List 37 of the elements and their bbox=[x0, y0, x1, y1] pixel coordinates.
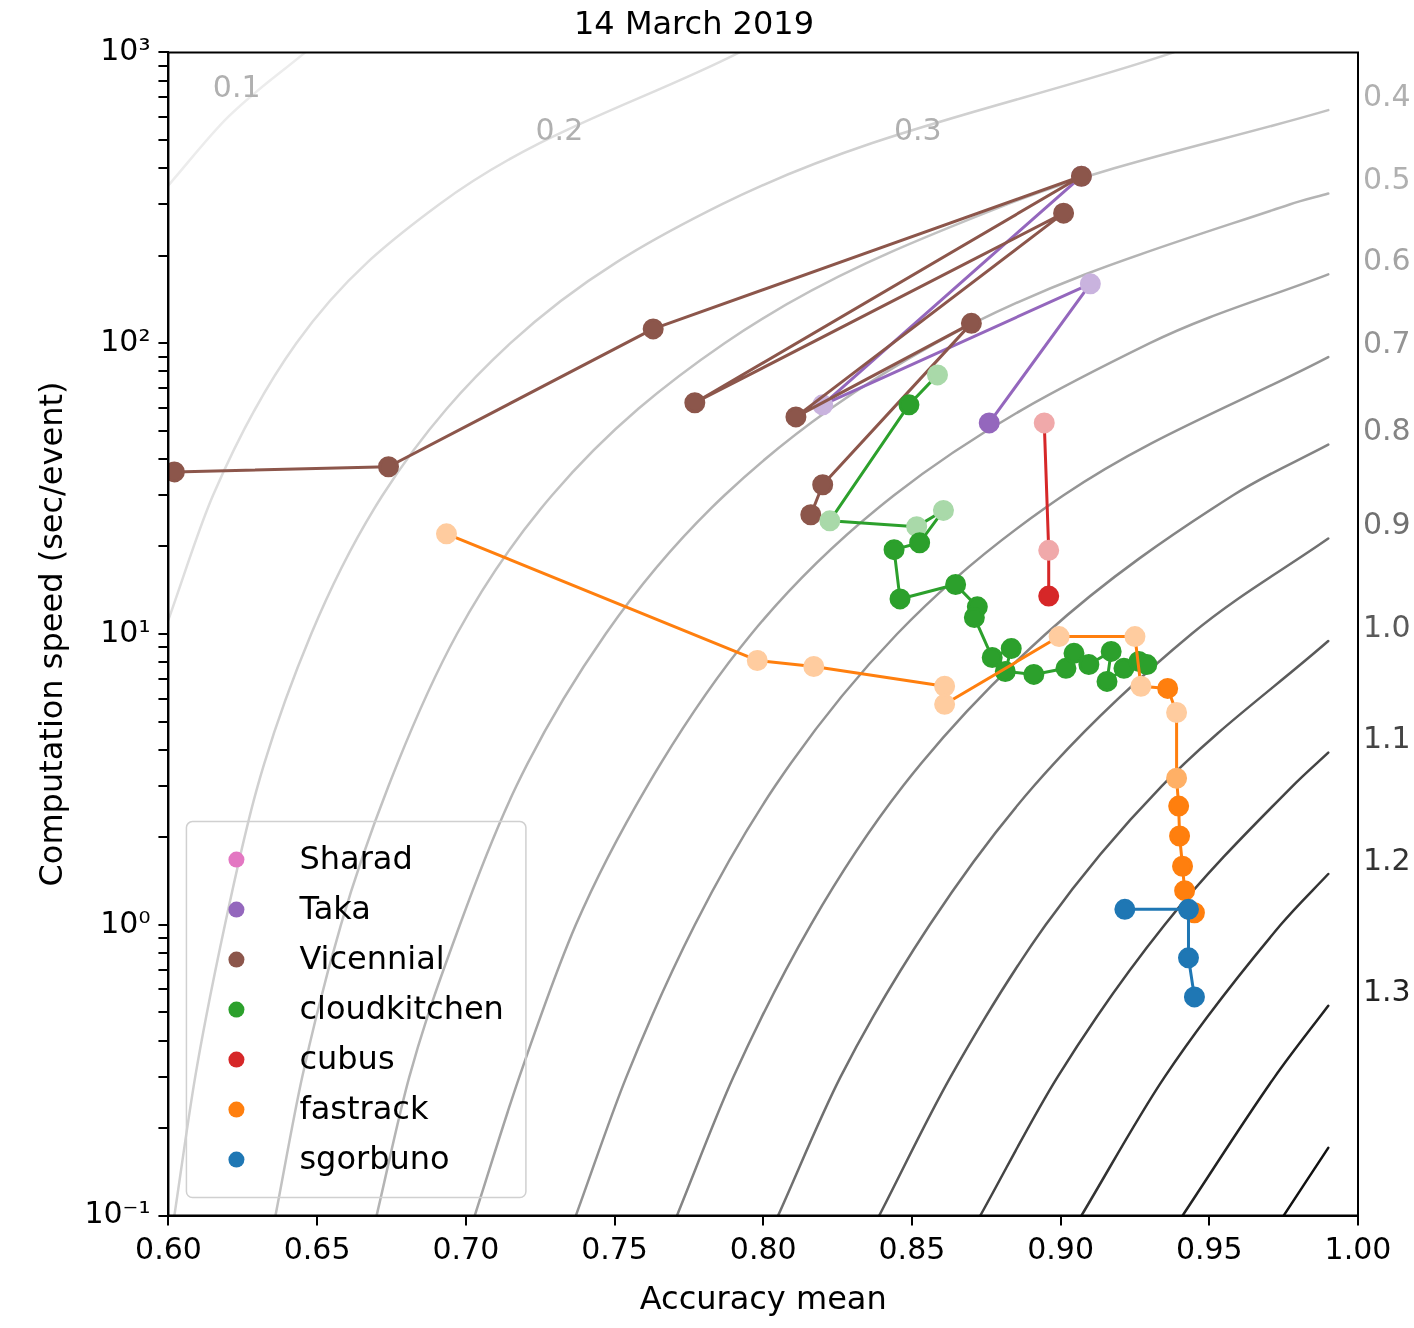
series-label: 0.5 bbox=[1363, 161, 1411, 197]
series-label: 0.2 bbox=[535, 112, 584, 148]
series-label: 0.4 bbox=[1363, 77, 1411, 113]
legend-label: Vicennial bbox=[299, 938, 445, 977]
x-tick-label: 0.90 bbox=[1027, 1231, 1095, 1267]
legend-label: Sharad bbox=[299, 838, 413, 877]
y-tick-label: 10⁻¹ bbox=[84, 1195, 151, 1231]
x-tick-label: 0.65 bbox=[283, 1231, 351, 1267]
series-label: 0.7 bbox=[1363, 324, 1411, 360]
series-label: 1.1 bbox=[1363, 720, 1411, 756]
legend-label: sgorbuno bbox=[299, 1138, 450, 1177]
y-tick-label: 10¹ bbox=[100, 613, 151, 649]
legend-label: cloudkitchen bbox=[299, 988, 504, 1027]
series-label: 1.3 bbox=[1363, 973, 1411, 1009]
series-label: 1.2 bbox=[1363, 841, 1411, 877]
x-tick-label: 0.85 bbox=[878, 1231, 946, 1267]
legend-label: Taka bbox=[298, 888, 371, 927]
series-label: 0.1 bbox=[212, 68, 261, 104]
series-label: 0.8 bbox=[1363, 412, 1411, 448]
series-label: 1.0 bbox=[1363, 608, 1411, 644]
x-tick-label: 0.60 bbox=[135, 1231, 202, 1267]
x-tick-label: 0.95 bbox=[1175, 1231, 1243, 1267]
x-tick-label: 0.70 bbox=[432, 1231, 500, 1267]
x-tick-label: 0.80 bbox=[729, 1231, 797, 1267]
y-tick-label: 10³ bbox=[100, 32, 151, 68]
y-tick-label: 10⁰ bbox=[100, 904, 151, 940]
x-tick-label: 0.75 bbox=[581, 1231, 648, 1267]
legend-label: fastrack bbox=[299, 1088, 429, 1127]
chart-title: 14 March 2019 bbox=[573, 3, 815, 42]
series-label: 0.9 bbox=[1363, 506, 1411, 542]
series-label: 0.3 bbox=[893, 112, 942, 148]
series-label: 0.6 bbox=[1363, 242, 1411, 278]
y-axis-title: Computation speed (sec/event) bbox=[31, 381, 70, 887]
legend-label: cubus bbox=[299, 1038, 395, 1077]
x-axis-title: Accuracy mean bbox=[639, 1279, 887, 1318]
x-tick-label: 1.00 bbox=[1324, 1231, 1392, 1267]
y-tick-label: 10² bbox=[100, 323, 151, 358]
